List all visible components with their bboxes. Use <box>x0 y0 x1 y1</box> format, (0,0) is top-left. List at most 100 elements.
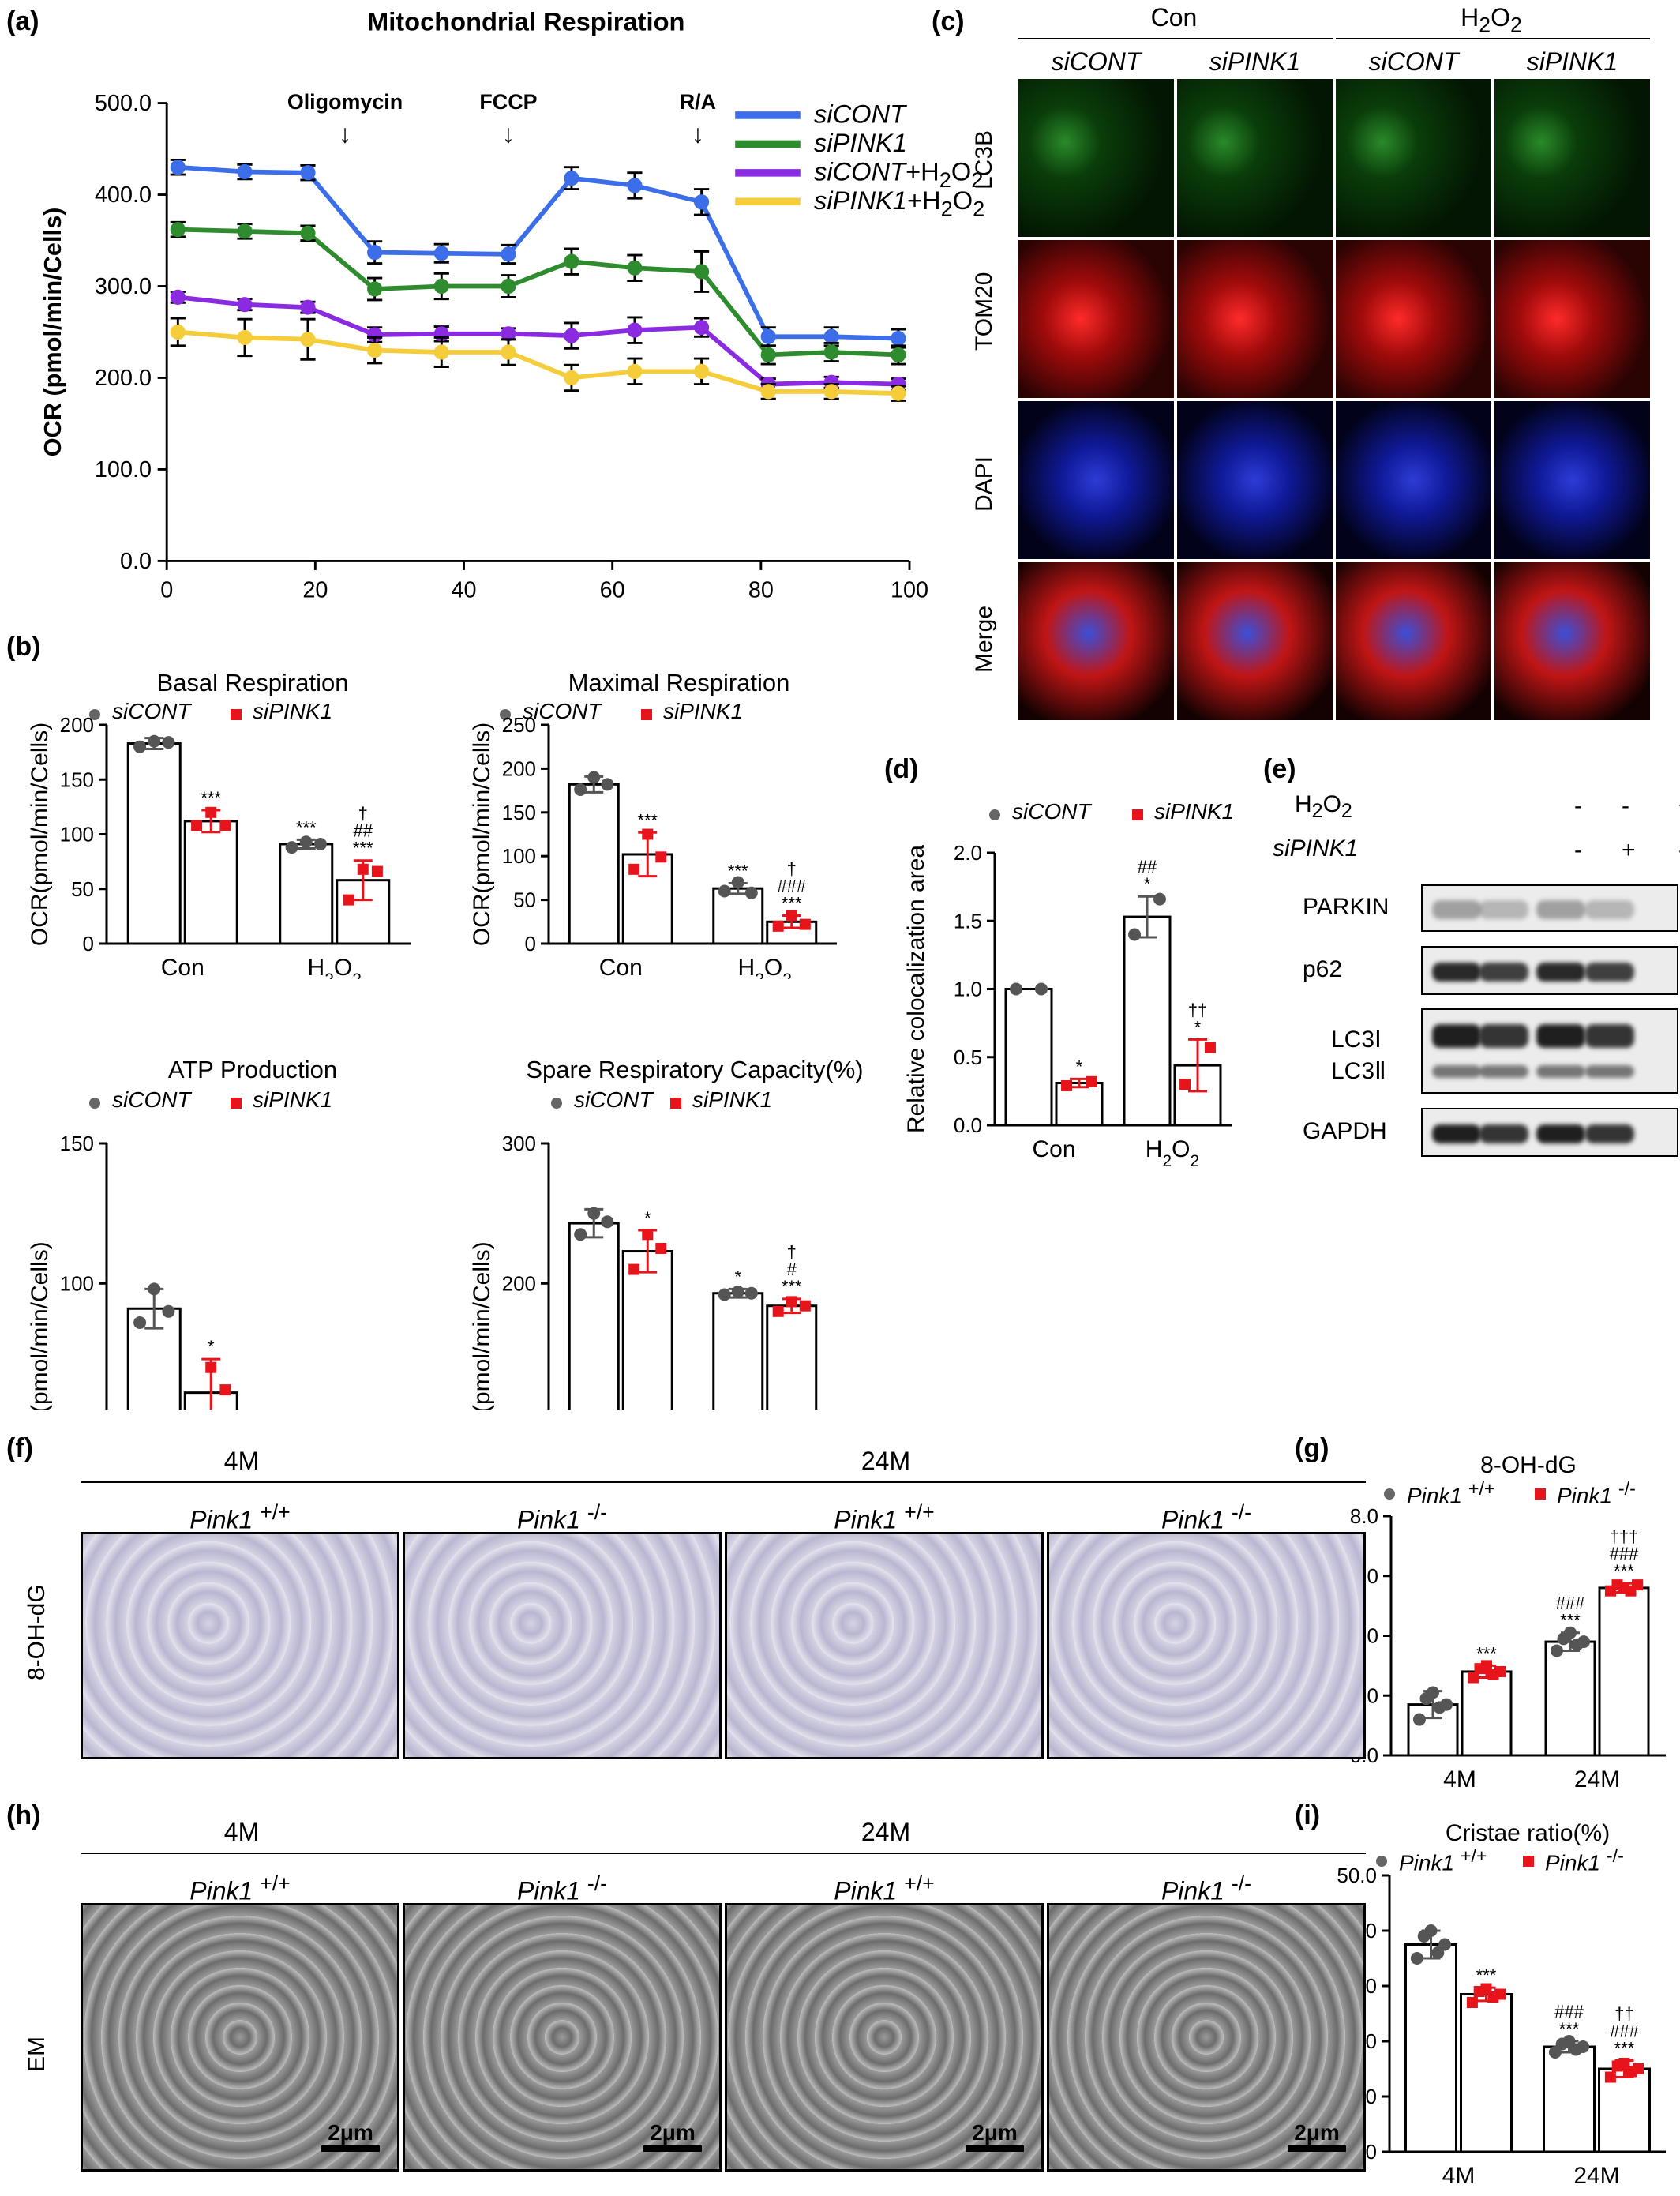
panel-letter-e: (e) <box>1263 754 1296 784</box>
data-point <box>760 384 776 400</box>
column-label: Pink1 -/- <box>1161 1871 1252 1905</box>
x-tick-label: 40 <box>452 577 477 602</box>
y-tick-label: 500.0 <box>95 91 152 116</box>
blot-band <box>1585 963 1634 982</box>
injection-arrow: ↓ <box>692 118 704 148</box>
data-point <box>718 884 731 898</box>
panel-c-microscopy: Con H2O2 siCONT siPINK1 siCONT siPINK1 LC3B TOM… <box>939 0 1680 726</box>
data-point <box>1564 1626 1577 1639</box>
bar <box>1055 1082 1104 1127</box>
data-point <box>162 1304 175 1318</box>
bar <box>1460 1993 1513 2153</box>
significance-mark: *** <box>728 862 748 881</box>
panel-letter-c: (c) <box>932 6 965 36</box>
legend-label: siCONT <box>814 100 906 129</box>
panel-letter-a: (a) <box>6 6 39 36</box>
data-point <box>564 328 579 343</box>
significance-mark: ## <box>354 821 373 841</box>
chart-title: Maximal Respiration <box>568 669 790 696</box>
legend-marker <box>1376 1856 1387 1867</box>
legend-marker <box>551 1098 562 1109</box>
panel-h-em: 4M 24M Pink1 +/+ 2μm Pink1 -/- 2μm Pink1 +/+ 2μ… <box>24 1808 1366 2179</box>
bar <box>1123 915 1172 1127</box>
chart-mitochondrial-respiration: Mitochondrial Respiration 0.0 100.0 200.0 30… <box>39 6 984 616</box>
significance-mark: *** <box>1560 1611 1581 1631</box>
blot-label: p62 <box>1303 956 1343 982</box>
data-point <box>148 1282 161 1296</box>
data-point <box>1410 1952 1423 1965</box>
y-tick-label: 50.0 <box>1337 1864 1377 1887</box>
sipink1-sign: - <box>1678 837 1680 864</box>
micrograph-dapi <box>1177 401 1333 559</box>
data-point <box>343 894 354 906</box>
data-point <box>1467 1672 1479 1684</box>
x-tick-label: 100 <box>891 577 928 602</box>
data-point <box>371 865 383 877</box>
micrograph-lc3b <box>1018 79 1174 237</box>
legend-label: siPINK1 <box>814 129 907 157</box>
data-point <box>433 278 449 295</box>
blot-band <box>1432 1124 1481 1143</box>
data-point <box>300 165 316 181</box>
scale-bar: 2μm <box>966 2120 1024 2152</box>
legend-marker <box>1384 1488 1395 1500</box>
data-point <box>170 324 186 340</box>
data-point <box>299 835 313 849</box>
bar <box>1404 1943 1457 2153</box>
y-tick-label: 0 <box>525 932 536 955</box>
group-rule <box>1018 38 1333 39</box>
data-point <box>574 783 587 796</box>
x-tick-label: Con <box>161 955 204 979</box>
chart-basal-respiration: Basal Respiration siCONT siPINK1 0 50 100 150 2… <box>27 669 411 979</box>
data-point <box>162 736 175 749</box>
plot-area: Basal Respiration siCONT siPINK1 0 50 100 150 2… <box>27 669 411 979</box>
plot-area: Maximal Respiration siCONT siPINK1 0 50 100 15… <box>469 669 837 979</box>
data-point <box>587 771 601 784</box>
data-point <box>627 260 643 276</box>
bar <box>1543 2045 1596 2153</box>
column-label: Pink1 +/+ <box>834 1500 935 1534</box>
data-point <box>433 344 449 360</box>
x-tick-label: H2O2 <box>308 955 362 979</box>
plot-area: Spare Respiratory Capacity(%) siCONT siPIN… <box>469 1056 864 1410</box>
data-point <box>891 330 906 347</box>
significance-mark: * <box>1076 1057 1083 1076</box>
chart-maximal-respiration: Maximal Respiration siCONT siPINK1 0 50 100 15… <box>469 669 837 979</box>
chart-title: Cristae ratio(%) <box>1446 1820 1610 1846</box>
blot-label: GAPDH <box>1303 1118 1387 1144</box>
data-point <box>891 385 906 401</box>
y-tick-label: 200.0 <box>95 366 152 391</box>
micrograph: 2μm <box>725 1903 1044 2172</box>
label-part: 2 <box>324 970 334 980</box>
panel-e-western-blot: H2O2siPINK1--++-+-+PARKINp62LC3ⅠLC3ⅡGAPD… <box>1273 782 1680 1177</box>
data-point <box>501 344 516 360</box>
significance-mark: *** <box>637 810 658 830</box>
data-point <box>628 1263 640 1275</box>
significance-mark: ### <box>1610 2021 1639 2041</box>
group-rule <box>81 1481 1366 1483</box>
column-label: siCONT <box>1368 47 1459 76</box>
legend-marker <box>89 1098 100 1109</box>
data-point <box>786 1296 797 1308</box>
scale-bar: 2μm <box>1288 2120 1346 2152</box>
injection-label: R/A <box>680 90 716 114</box>
y-tick-label: 400.0 <box>95 182 152 208</box>
significance-mark: *** <box>296 817 317 837</box>
bar <box>279 843 334 945</box>
data-point <box>1577 1635 1591 1649</box>
data-point <box>170 221 186 238</box>
y-tick-label: 8.0 <box>1350 1504 1378 1528</box>
micrograph-lc3b <box>1336 79 1491 237</box>
chart-relative-colocalization: siCONT siPINK1 0.0 0.5 1.0 1.5 2.0 Relative col… <box>903 799 1234 1170</box>
micrograph-lc3b <box>1494 79 1650 237</box>
blot-band <box>1585 1124 1634 1143</box>
blot-image <box>1421 1108 1678 1157</box>
data-point <box>1412 1713 1426 1726</box>
panel-letter-b: (b) <box>6 632 41 662</box>
data-point <box>237 163 253 180</box>
blot-image <box>1421 1008 1678 1094</box>
data-point <box>501 326 516 342</box>
blot-band <box>1432 900 1481 919</box>
blot-label: PARKIN <box>1303 894 1389 920</box>
data-point <box>433 246 449 261</box>
